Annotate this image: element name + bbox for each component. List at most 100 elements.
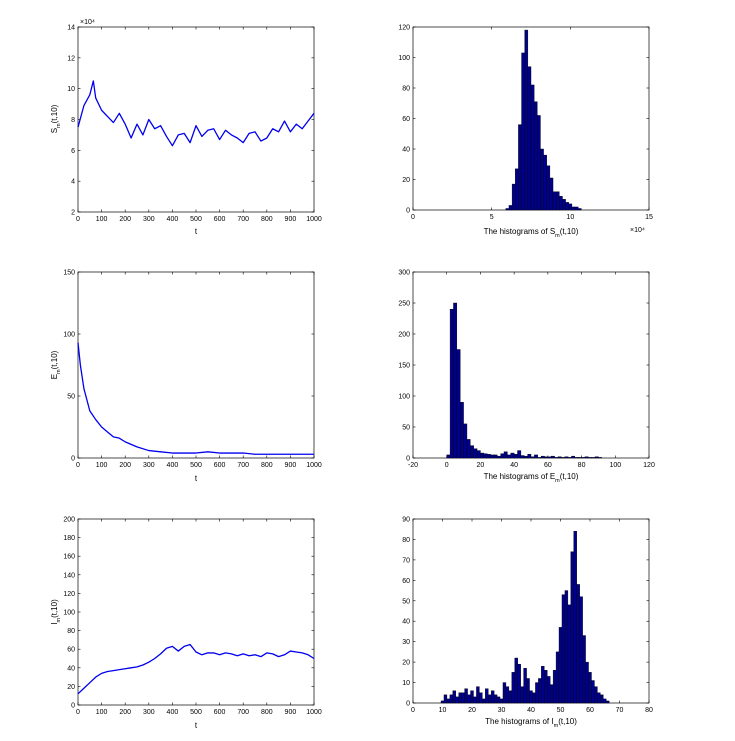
histogram-bar (555, 191, 560, 211)
x-tick-label: 200 (119, 216, 131, 223)
histogram-bar (527, 454, 532, 459)
y-tick-label: 6 (71, 148, 75, 155)
y-axis-label: Im(t,10) (50, 599, 62, 625)
histogram-bar (588, 672, 592, 704)
histogram-bar (544, 456, 549, 459)
y-label-base: S (50, 128, 59, 133)
histogram-bar (549, 177, 554, 211)
y-tick-label: 40 (402, 619, 410, 626)
histogram-bar (598, 457, 603, 459)
y-tick-label: 140 (63, 572, 75, 579)
y-tick-label: 4 (71, 179, 75, 186)
histogram-bar (600, 694, 604, 704)
series-line (77, 643, 315, 695)
y-label-sub: m (56, 369, 62, 374)
y-tick-label: 300 (398, 270, 410, 277)
histogram-bar (526, 678, 530, 704)
y-tick-label: 10 (402, 680, 410, 687)
x-label-sub: m (555, 233, 560, 239)
x-tick-label: 200 (119, 709, 131, 716)
x-tick-label: 100 (609, 462, 621, 469)
histogram-bar (476, 686, 480, 704)
x-tick-label: 400 (167, 462, 179, 469)
x-tick-label: 100 (96, 462, 108, 469)
histogram-bar (493, 694, 498, 704)
axes-s-time: 0 100 200 300 400 500 600 700 800 900 1000 2 4 6 8 10 12… (67, 25, 322, 224)
histogram-bar (567, 604, 572, 704)
histogram-bar (508, 690, 513, 704)
histogram-bar (497, 455, 501, 459)
histogram-bar (568, 203, 573, 211)
histogram-bar (570, 551, 574, 704)
histogram-bar (482, 698, 486, 704)
x-tick-label: 20 (477, 462, 485, 469)
histogram-bar (518, 124, 522, 211)
y-tick-label: 60 (402, 578, 410, 585)
histogram-bar (558, 627, 563, 704)
y-tick-label: 120 (398, 25, 410, 32)
x-tick-label: 600 (214, 216, 226, 223)
y-label-sub: m (56, 123, 62, 128)
series-line (77, 80, 315, 147)
histogram-bar (540, 148, 544, 211)
y-tick-label: 80 (402, 537, 410, 544)
histogram-bar (496, 696, 501, 704)
y-tick-label: 180 (63, 535, 75, 542)
y-tick-label: 70 (402, 557, 410, 564)
histogram-bar (559, 196, 563, 211)
x-tick-label: 500 (190, 462, 202, 469)
axes-i-time: 0 100 200 300 400 500 600 700 800 900 1000 0 20 40 60 8… (63, 517, 322, 717)
x-tick-label: 500 (190, 709, 202, 716)
x-tick-label: 0 (445, 462, 449, 469)
y-tick-label: 100 (398, 55, 410, 62)
histogram-bar (458, 692, 462, 704)
x-axis-label: The histograms of Em(t,10) (484, 472, 579, 484)
histogram-bar (473, 448, 478, 459)
y-tick-label: 80 (402, 86, 410, 93)
x-label-sub: m (554, 723, 559, 729)
histogram-bar (551, 455, 555, 459)
y-axis-label: Em(t,10) (50, 350, 62, 379)
x-tick-label: 0 (76, 462, 80, 469)
histogram-bar (493, 454, 498, 459)
histogram-bar (510, 452, 515, 459)
histogram-bar (549, 684, 554, 704)
plot-area (77, 271, 315, 459)
histogram-bar (567, 457, 572, 459)
histogram-bar (486, 454, 491, 459)
x-tick-label: 600 (214, 709, 226, 716)
y-tick-label: 200 (63, 517, 75, 524)
histogram-bar (479, 692, 483, 704)
histogram-bar (502, 682, 507, 704)
histogram-bar (464, 688, 468, 704)
histogram-bar (582, 635, 586, 704)
x-label-post: (t,10) (558, 717, 577, 726)
x-axis-label: t (195, 721, 198, 730)
histogram-bar (520, 686, 524, 704)
histogram-bar (537, 115, 541, 211)
x-axis-label: t (195, 227, 198, 236)
histogram-bar (573, 531, 577, 704)
x-tick-label: 800 (261, 216, 273, 223)
histogram-bar (505, 208, 510, 211)
histogram-bar (524, 455, 528, 459)
y-tick-label: 50 (402, 425, 410, 432)
x-tick-label: 900 (285, 216, 297, 223)
histogram-bar (488, 694, 492, 704)
y-tick-label: 120 (63, 591, 75, 598)
histogram-bar (552, 670, 557, 704)
x-tick-label: 40 (510, 462, 518, 469)
y-tick-label: 8 (71, 117, 75, 124)
y-tick-label: 160 (63, 554, 75, 561)
histogram-bar (452, 690, 456, 704)
panel-s-hist: 0 5 10 15 0 20 40 60 80 100 120 ×10⁴ The histogram… (398, 25, 653, 240)
histogram-bar (446, 698, 451, 704)
histogram-bar (581, 457, 586, 459)
histogram-bar (543, 154, 547, 211)
x-tick-label: 700 (237, 462, 249, 469)
x-tick-label: 700 (237, 216, 249, 223)
histogram-bar (527, 66, 532, 211)
y-tick-label: 12 (67, 55, 75, 62)
histogram-bar (449, 694, 454, 704)
histogram-bar (540, 455, 545, 459)
